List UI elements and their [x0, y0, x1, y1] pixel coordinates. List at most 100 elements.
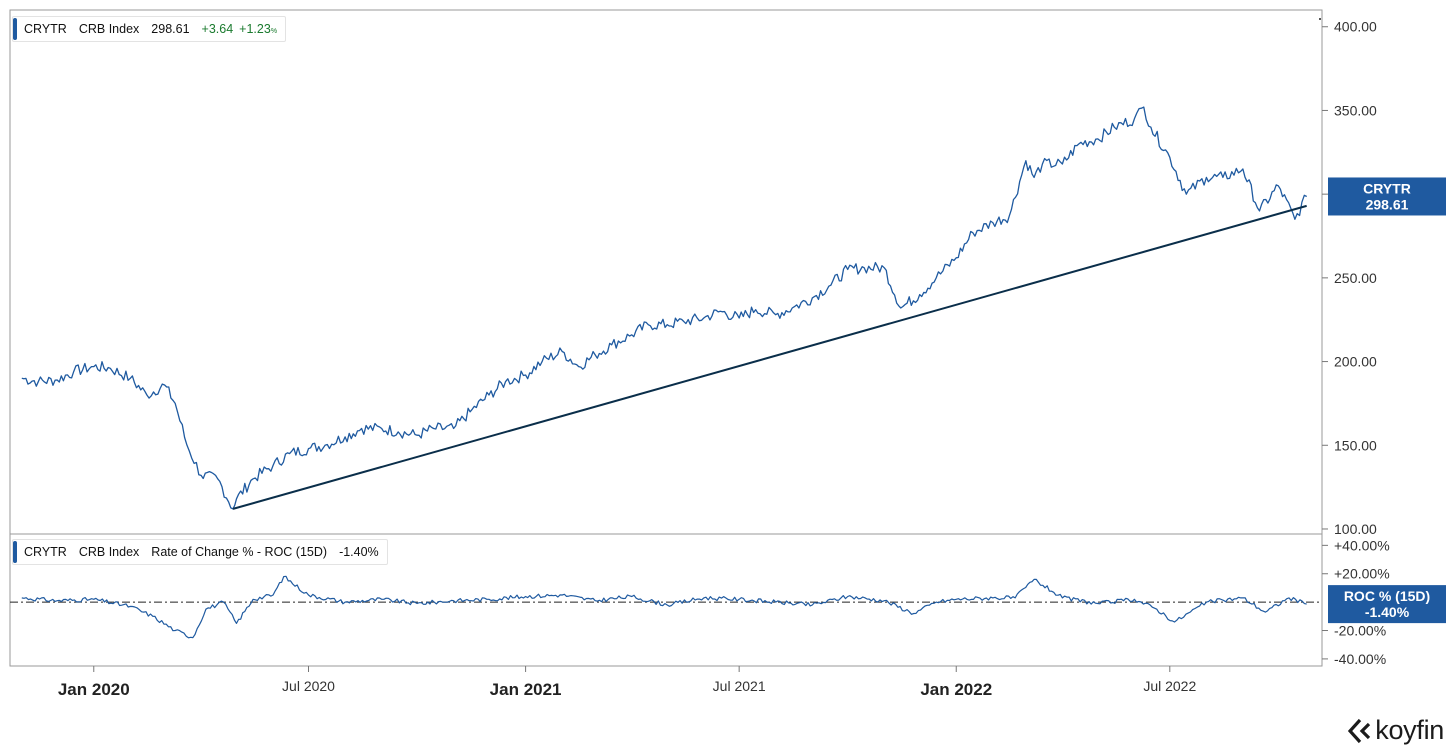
price-data-point [505, 381, 506, 382]
price-y-tick-label: 400.00 [1334, 19, 1377, 35]
koyfin-logo: koyfin [1348, 715, 1444, 746]
price-series-line [21, 106, 1307, 510]
price-data-point [992, 222, 993, 223]
price-data-point [21, 378, 22, 379]
roc-legend: CRYTR CRB Index Rate of Change % - ROC (… [12, 539, 388, 565]
series-color-swatch [13, 18, 17, 40]
price-data-point [812, 297, 813, 298]
price-legend: CRYTR CRB Index 298.61 +3.64 +1.23% [12, 16, 287, 42]
price-data-point [1143, 106, 1144, 107]
roc-series-line [21, 575, 1307, 639]
price-data-point [273, 465, 274, 466]
roc-panel-frame [9, 533, 1323, 667]
price-last-tag-label: CRYTR [1363, 180, 1411, 196]
x-tick-label: Jul 2022 [1143, 678, 1196, 694]
price-data-point [919, 294, 920, 295]
roc-last-tag-bg [1328, 585, 1446, 624]
price-data-point [1042, 163, 1043, 164]
price-data-point [73, 371, 74, 372]
price-data-point [1186, 194, 1187, 195]
price-y-tick-label: 350.00 [1334, 102, 1377, 118]
legend-indicator-name: Rate of Change % - ROC (15D) [151, 545, 328, 559]
price-data-point [308, 448, 309, 449]
roc-y-tick-label: -40.00% [1334, 651, 1386, 667]
price-data-point [1222, 177, 1223, 178]
x-tick-label: Jan 2022 [920, 680, 992, 699]
corner-marker [1319, 18, 1321, 20]
price-data-point [1306, 196, 1307, 197]
roc-y-tick-label: +20.00% [1334, 566, 1390, 582]
price-data-point [739, 317, 740, 318]
price-data-point [720, 311, 721, 312]
price-data-point [755, 309, 756, 310]
price-data-point [1278, 185, 1279, 186]
price-data-point [433, 428, 434, 429]
roc-y-tick-label: -20.00% [1334, 623, 1386, 639]
price-data-point [398, 431, 399, 432]
price-data-point [175, 403, 176, 404]
x-tick-label: Jul 2021 [713, 678, 766, 694]
price-data-point [344, 436, 345, 437]
price-data-point [1294, 219, 1295, 220]
price-data-point [361, 428, 362, 429]
price-data-point [900, 307, 901, 308]
price-data-point [416, 435, 417, 436]
price-last-tag-value: 298.61 [1366, 196, 1409, 212]
price-data-point [130, 378, 131, 379]
legend-change-pct: +1.23% [239, 22, 277, 36]
price-data-point [93, 366, 94, 367]
price-data-point [324, 445, 325, 446]
price-data-point [57, 379, 58, 380]
legend-ticker: CRYTR [24, 545, 67, 559]
price-last-tag-bg [1328, 177, 1446, 216]
price-y-tick-label: 100.00 [1334, 521, 1377, 537]
price-data-point [936, 277, 937, 278]
price-data-point [1034, 177, 1035, 178]
price-y-tick-label: 250.00 [1334, 270, 1377, 286]
price-data-point [146, 394, 147, 395]
support-trendline [232, 204, 1307, 510]
price-data-point [470, 411, 471, 412]
x-tick-label: Jul 2020 [282, 678, 335, 694]
price-data-point [164, 384, 165, 385]
legend-ticker: CRYTR [24, 22, 67, 36]
price-data-point [38, 381, 39, 382]
price-data-point [1150, 127, 1151, 128]
legend-index-name: CRB Index [78, 22, 140, 36]
roc-y-tick-label: +40.00% [1334, 537, 1390, 553]
price-data-point [1009, 215, 1010, 216]
legend-last-value: 298.61 [151, 22, 190, 36]
price-data-point [252, 478, 253, 479]
price-data-point [595, 354, 596, 355]
price-data-point [1134, 118, 1135, 119]
roc-last-tag-label: ROC % (15D) [1344, 588, 1430, 604]
roc-last-tag-value: -1.40% [1365, 604, 1410, 620]
price-data-point [884, 267, 885, 268]
price-data-point [775, 314, 776, 315]
x-tick-label: Jan 2021 [490, 680, 562, 699]
price-y-tick-label: 150.00 [1334, 437, 1377, 453]
price-data-point [1114, 127, 1115, 128]
price-data-point [683, 321, 684, 322]
price-data-point [217, 478, 218, 479]
legend-change: +3.64 [201, 22, 234, 36]
price-data-point [1206, 177, 1207, 178]
koyfin-chevron-icon [1348, 718, 1371, 743]
price-data-point [1259, 210, 1260, 211]
price-data-point [186, 445, 187, 446]
price-panel-frame [9, 9, 1323, 535]
price-data-point [453, 428, 454, 429]
price-data-point [667, 324, 668, 325]
price-data-point [1097, 138, 1098, 139]
price-data-point [578, 366, 579, 367]
price-data-point [956, 257, 957, 258]
price-data-point [110, 368, 111, 369]
price-data-point [1025, 160, 1026, 161]
logo-text: koyfin [1375, 715, 1444, 745]
price-data-point [236, 498, 237, 499]
series-color-swatch [13, 541, 17, 563]
price-data-point [703, 317, 704, 318]
price-y-tick-label: 200.00 [1334, 354, 1377, 370]
price-data-point [792, 307, 793, 308]
